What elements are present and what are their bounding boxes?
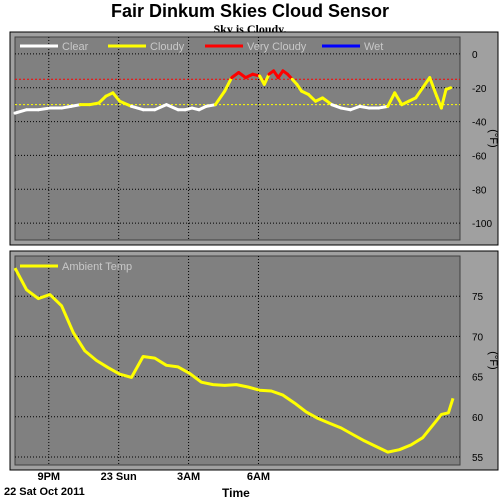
sky-temp-segment bbox=[69, 103, 82, 108]
sky-temp-segment bbox=[421, 76, 432, 90]
y-tick-label: -60 bbox=[472, 151, 487, 162]
y-tick-label: 75 bbox=[472, 292, 484, 303]
sky-temp-segment bbox=[97, 94, 108, 105]
y-tick-label: -100 bbox=[472, 219, 492, 230]
sky-temp-segment bbox=[262, 72, 271, 86]
sky-temp-segment bbox=[13, 108, 29, 115]
sky-temp-segment bbox=[307, 93, 318, 103]
plot-area-2 bbox=[14, 255, 461, 466]
sky-temp-segment bbox=[386, 91, 397, 108]
sky-temp-segment bbox=[330, 103, 343, 110]
legend-label: Ambient Temp bbox=[62, 261, 132, 273]
sky-temp-segment bbox=[223, 76, 234, 93]
y-tick-label: -80 bbox=[472, 185, 487, 196]
y-tick-label: 0 bbox=[472, 50, 478, 61]
y-tick-label: 55 bbox=[472, 453, 484, 464]
sky-temp-segment bbox=[358, 104, 371, 110]
y-axis-label: (°F) bbox=[487, 351, 499, 369]
x-tick-label: 23 Sun bbox=[101, 471, 137, 483]
sky-temp-segment bbox=[88, 101, 101, 107]
date-label: 22 Sat Oct 2011 bbox=[4, 486, 85, 498]
sky-temp-segment bbox=[348, 104, 362, 112]
y-tick-label: 60 bbox=[472, 413, 484, 424]
sky-temp-segment bbox=[444, 86, 453, 91]
y-tick-label: -40 bbox=[472, 118, 487, 129]
sky-temp-segment bbox=[339, 106, 352, 112]
legend-label: Wet bbox=[364, 41, 383, 53]
sky-temp-segment bbox=[321, 96, 334, 107]
y-tick-label: 70 bbox=[472, 332, 484, 343]
y-tick-label: -20 bbox=[472, 84, 487, 95]
y-tick-label: 65 bbox=[472, 373, 484, 384]
y-axis-label: (°F) bbox=[487, 129, 499, 147]
chart-title: Fair Dinkum Skies Cloud Sensor bbox=[110, 1, 390, 21]
x-axis-title: Time bbox=[222, 486, 250, 500]
sky-temp-segment bbox=[129, 104, 145, 112]
x-tick-label: 9PM bbox=[37, 471, 60, 483]
sky-temp-segment bbox=[414, 86, 425, 100]
legend-label: Very Cloudy bbox=[247, 41, 307, 53]
sky-temp-segment bbox=[428, 76, 439, 98]
sky-temp-segment bbox=[393, 91, 404, 107]
plot-area-1 bbox=[14, 36, 461, 241]
sky-temp-segment bbox=[213, 89, 227, 107]
sky-temp-segment bbox=[118, 99, 133, 108]
sky-temp-segment bbox=[439, 87, 448, 110]
x-tick-label: 6AM bbox=[247, 471, 270, 483]
sky-temp-segment bbox=[153, 103, 168, 112]
legend-label: Clear bbox=[62, 41, 89, 53]
sky-temp-segment bbox=[111, 91, 122, 103]
sky-temp-segment bbox=[376, 104, 390, 110]
sky-temp-segment bbox=[204, 103, 217, 108]
sky-temp-segment bbox=[164, 103, 180, 112]
x-tick-label: 3AM bbox=[177, 471, 200, 483]
sky-temp-segment bbox=[36, 106, 52, 112]
sky-temp-segment bbox=[60, 104, 73, 110]
legend-label: Cloudy bbox=[150, 41, 185, 53]
ambient-temp-line bbox=[13, 267, 455, 454]
